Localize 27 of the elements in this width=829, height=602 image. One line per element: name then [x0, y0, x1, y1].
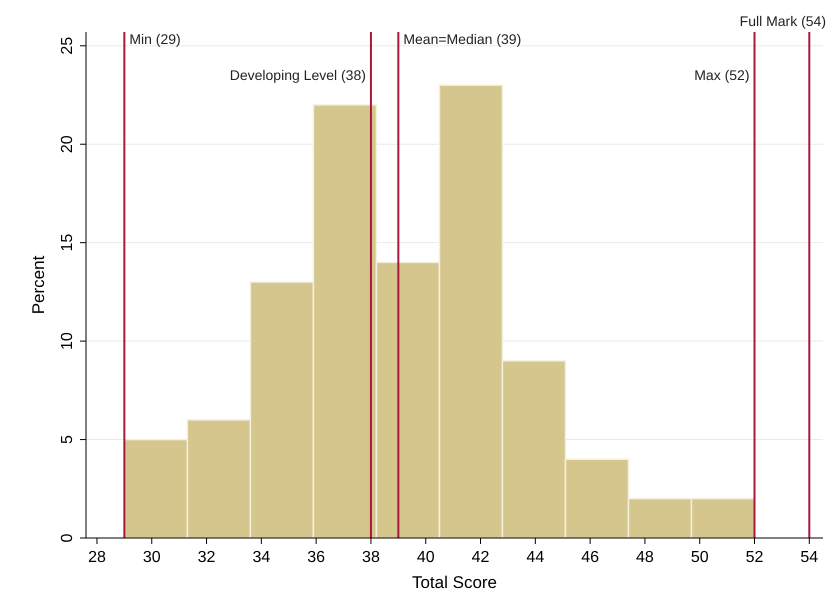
- x-tick-label: 42: [472, 549, 490, 566]
- x-tick-label: 46: [581, 549, 600, 566]
- x-tick-label: 38: [362, 549, 380, 566]
- x-tick-label: 30: [142, 549, 161, 566]
- y-tick-label: 15: [59, 234, 76, 252]
- ref-line-label: Full Mark (54): [740, 13, 826, 29]
- y-tick-label: 25: [59, 36, 76, 55]
- x-tick-label: 52: [746, 549, 764, 566]
- ref-line-label: Developing Level (38): [230, 67, 366, 83]
- x-tick-label: 40: [416, 549, 435, 566]
- y-tick-label: 0: [59, 533, 76, 542]
- ref-line-label: Min (29): [129, 31, 181, 47]
- y-tick-label: 20: [59, 135, 76, 154]
- x-tick-label: 44: [526, 549, 544, 566]
- ref-line-label: Max (52): [694, 67, 750, 83]
- x-axis-title: Total Score: [412, 573, 498, 592]
- x-tick-label: 34: [252, 549, 270, 566]
- y-tick-label: 5: [59, 435, 76, 444]
- x-tick-label: 54: [800, 549, 818, 566]
- x-tick-label: 28: [88, 549, 106, 566]
- y-axis-title: Percent: [29, 255, 48, 314]
- x-tick-label: 36: [307, 549, 326, 566]
- x-tick-label: 48: [636, 549, 654, 566]
- ref-line-label: Mean=Median (39): [403, 31, 522, 47]
- x-tick-label: 50: [690, 549, 709, 566]
- x-tick-label: 32: [198, 549, 216, 566]
- y-tick-label: 10: [59, 332, 76, 350]
